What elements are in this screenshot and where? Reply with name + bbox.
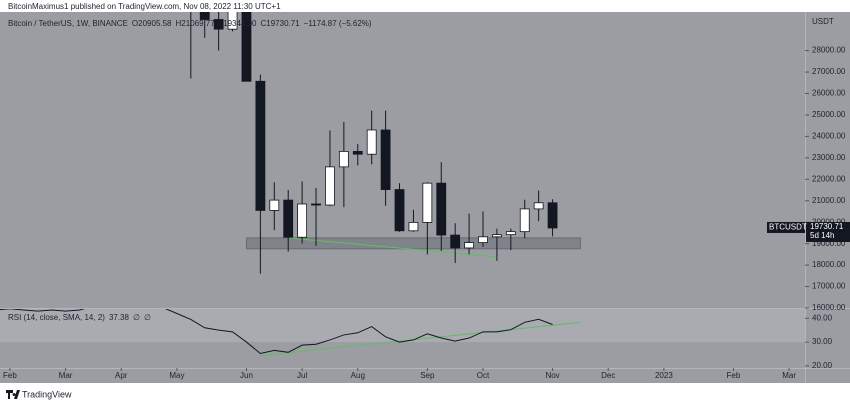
candle-body — [297, 203, 308, 238]
trendline — [260, 321, 581, 357]
ohlc-label: O — [132, 19, 138, 28]
y-tick-label: 17000.00 — [812, 282, 846, 291]
y-tick-label: 30.00 — [812, 337, 833, 346]
x-tick-label: Feb — [3, 371, 17, 380]
candle-body — [325, 166, 335, 206]
candle-body — [311, 203, 321, 206]
x-tick-label: Oct — [477, 371, 490, 380]
y-tick-label: 16000.00 — [812, 303, 846, 312]
candle-body — [255, 80, 266, 211]
x-tick-label: Mar — [59, 371, 73, 380]
y-tick-label: 18000.00 — [812, 260, 846, 269]
last-price: 19730.71 — [810, 222, 844, 231]
candle-body — [450, 234, 461, 249]
ohlc-value: 21069.77 — [181, 19, 215, 28]
change: −1174.87 (−5.62%) — [304, 19, 372, 28]
x-tick-label: Apr — [115, 371, 128, 380]
brand: TradingView — [22, 389, 72, 399]
ohlc-label: C — [261, 19, 267, 28]
rsi-line — [0, 309, 553, 355]
x-tick-label: Jul — [297, 371, 307, 380]
legend: Bitcoin / TetherUS, 1W, BINANCE O20905.58… — [8, 19, 372, 28]
x-tick-label: Feb — [727, 371, 741, 380]
band-layer — [0, 309, 805, 343]
y-tick-label: 23000.00 — [812, 153, 846, 162]
ohlc-label: H — [176, 19, 182, 28]
candle-body — [213, 19, 224, 30]
candle-body — [269, 199, 280, 211]
rsi-band — [0, 309, 805, 343]
axes: 16000.00 17000.00 18000.00 19000.00 20000.00… — [3, 46, 850, 380]
candle-body — [366, 129, 377, 155]
symbol-tag — [767, 221, 805, 233]
candle-body — [338, 151, 349, 168]
rsi-pane — [0, 309, 581, 357]
candle-body — [283, 199, 294, 238]
countdown: 5d 14h — [810, 231, 834, 240]
x-tick-label: 2023 — [655, 371, 673, 380]
price-pane — [190, 12, 581, 274]
y-tick-label: 28000.00 — [812, 46, 846, 55]
x-tick-label: Jun — [240, 371, 253, 380]
rsi-legend: RSI (14, close, SMA, 14, 2) 37.38 ∅ ∅ — [8, 313, 151, 322]
y-tick-label: 19000.00 — [812, 239, 846, 248]
top-bar — [0, 0, 850, 12]
y-tick-label: 21000.00 — [812, 196, 846, 205]
title: Bitcoin / TetherUS, 1W, BINANCE — [8, 19, 128, 28]
candle-body — [227, 12, 238, 30]
candle-body — [505, 231, 516, 236]
trendline — [288, 237, 497, 258]
na-label: ∅ — [133, 313, 140, 322]
y-tick-label: 26000.00 — [812, 89, 846, 98]
y-tick-label: 20.00 — [812, 361, 833, 370]
y-tick-label: 24000.00 — [812, 132, 846, 141]
candle-body — [436, 182, 447, 236]
x-tick-label: Aug — [351, 371, 365, 380]
y-tick-label: 40.00 — [812, 313, 833, 322]
y-tick-label: 27000.00 — [812, 67, 846, 76]
price-tag — [806, 221, 850, 242]
candle-body — [519, 208, 530, 233]
candle-body — [408, 222, 419, 232]
candle-body — [547, 202, 558, 229]
candle-body — [380, 129, 391, 190]
candle-body — [241, 12, 252, 82]
ohlc-value: 20905.58 — [138, 19, 172, 28]
y-tick-label: 22000.00 — [812, 174, 846, 183]
x-tick-label: Mar — [782, 371, 796, 380]
symbol: BTCUSDT — [769, 223, 807, 232]
ohlc-value: 19344.00 — [223, 19, 257, 28]
support-zone — [245, 237, 581, 250]
candle-body — [352, 151, 363, 155]
axis-unit: USDT — [812, 17, 834, 26]
footer — [0, 383, 850, 404]
rsi-value: 37.38 — [109, 313, 130, 322]
rsi-title: RSI (14, close, SMA, 14, 2) — [8, 313, 105, 322]
x-tick-label: Sep — [420, 371, 435, 380]
x-tick-label: Nov — [545, 371, 559, 380]
ohlc-value: 19730.71 — [266, 19, 300, 28]
candle-body — [394, 189, 405, 232]
candle-body — [533, 202, 544, 210]
y-tick-label: 20000.00 — [812, 217, 846, 226]
x-tick-label: May — [169, 371, 184, 380]
candle-body — [422, 182, 433, 223]
candle-body — [478, 236, 488, 243]
logo — [6, 390, 20, 399]
publisher: BitcoinMaximus1 published on TradingView… — [8, 2, 281, 11]
na-label: ∅ — [144, 313, 151, 322]
ohlc-label: L — [219, 19, 224, 28]
candle-body — [464, 242, 474, 249]
candle-body — [492, 234, 502, 238]
y-tick-label: 25000.00 — [812, 110, 846, 119]
candle-body — [199, 12, 210, 20]
x-tick-label: Dec — [601, 371, 615, 380]
